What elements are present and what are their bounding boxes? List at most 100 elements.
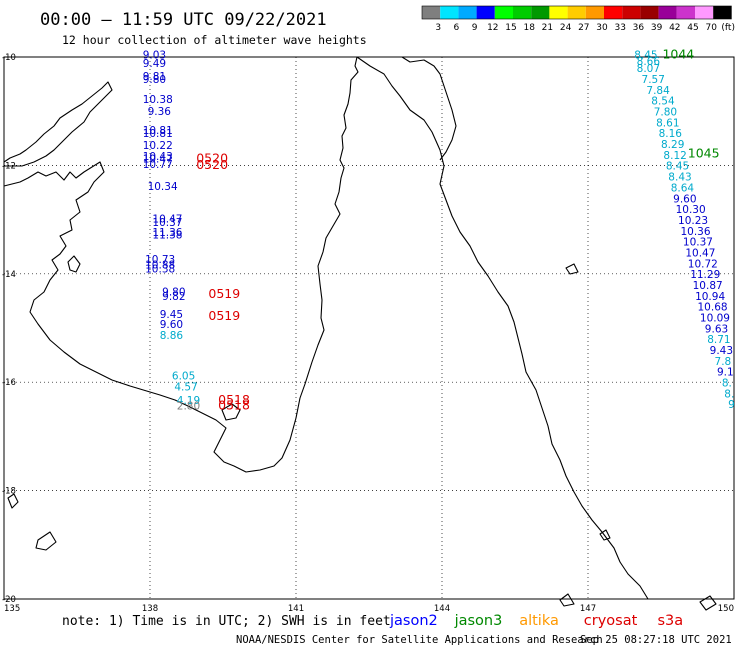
- wave-height-color-scale: 3 6 9 12 15 18 21 24 27 30 33 36 39 42 45 70 (ft): [421, 5, 735, 33]
- wave-height-value: 8.12: [663, 150, 686, 162]
- legend-s3a: s3a: [658, 613, 684, 629]
- legend-jason3: jason3: [454, 613, 503, 629]
- wave-height-value: 8.45: [634, 50, 657, 62]
- wave-height-value: 9.1: [717, 367, 734, 379]
- color-swatch: [531, 6, 550, 19]
- wave-height-value: 8.16: [659, 128, 683, 140]
- wave-height-value: 10.34: [148, 181, 178, 193]
- color-swatch: [658, 6, 677, 19]
- wave-height-labels: 9.039.499.819.8010.389.3610.8110.8110.22…: [143, 50, 735, 413]
- island-6: [699, 595, 717, 611]
- wave-height-value: 10.38: [145, 264, 175, 276]
- wave-height-value: 9.03: [143, 50, 166, 62]
- color-swatch: [549, 6, 568, 19]
- color-scale-label: 36: [633, 23, 645, 33]
- wave-height-value: 8.64: [671, 182, 695, 194]
- island-3: [559, 593, 575, 607]
- color-swatch: [476, 6, 495, 19]
- wave-height-value: 2.80: [177, 400, 200, 412]
- wave-height-value: 7.80: [654, 107, 677, 119]
- longitude-label: 147: [580, 604, 596, 614]
- wave-height-value: 9.60: [160, 319, 183, 331]
- wave-height-value: 9.60: [673, 193, 696, 205]
- latitude-label: -14: [2, 270, 16, 280]
- color-scale-label: 42: [669, 23, 680, 33]
- page-title: 00:00 – 11:59 UTC 09/22/2021: [40, 10, 327, 30]
- pass-time-label: 0519: [208, 308, 240, 323]
- color-scale-label: 70: [705, 23, 717, 33]
- wave-height-value: 10.88: [145, 259, 175, 271]
- legend-cryosat: cryosat: [584, 613, 638, 629]
- wave-height-value: 10.81: [143, 128, 173, 140]
- color-scale-label: 21: [542, 23, 553, 33]
- wave-height-value: 10.68: [698, 302, 728, 314]
- wave-height-value: 8.45: [666, 161, 689, 173]
- wave-height-value: 9.43: [710, 345, 733, 357]
- wave-height-value: 10.47: [685, 247, 715, 259]
- wave-height-value: 10.36: [680, 226, 710, 238]
- wave-height-value: 9.63: [705, 323, 728, 335]
- wave-height-value: 6.05: [172, 370, 195, 382]
- wave-height-value: 11.38: [152, 230, 182, 242]
- wave-height-value: 7.57: [642, 74, 665, 86]
- color-swatch: [513, 6, 532, 19]
- wave-height-value: 8.43: [668, 172, 691, 184]
- color-swatch: [494, 6, 513, 19]
- color-scale-label: 45: [687, 23, 698, 33]
- satellite-legend: jason2 jason3 altika cryosat s3a: [389, 613, 683, 629]
- cape-york-coastline: [3, 56, 359, 473]
- longitude-label: 138: [142, 604, 158, 614]
- wave-height-value: 9.80: [143, 74, 166, 86]
- latitude-label: -18: [2, 487, 16, 497]
- wave-height-value: 10.72: [688, 258, 718, 270]
- wave-height-value: 4.57: [174, 381, 197, 393]
- color-swatch: [695, 6, 714, 19]
- footer-timestamp: Sep 25 08:27:18 UTC 2021: [580, 634, 732, 646]
- east-coast-coastline: [356, 56, 649, 600]
- wellesley-islands-coastline: [221, 403, 241, 421]
- wave-height-value: 10.77: [143, 159, 173, 171]
- wave-height-value: 11.36: [152, 227, 182, 239]
- wave-height-value: 10.23: [678, 215, 708, 227]
- pass-time-label: 1044: [662, 47, 694, 62]
- footer-credit: NOAA/NESDIS Center for Satellite Applica…: [236, 634, 603, 646]
- color-swatch: [422, 6, 441, 19]
- pass-time-label: 0520: [196, 157, 228, 172]
- latitude-label: -10: [2, 53, 16, 63]
- island-2: [599, 529, 611, 541]
- pass-time-label: 0518: [218, 397, 250, 412]
- map-frame: [3, 56, 735, 600]
- color-swatch: [604, 6, 623, 19]
- wave-height-value: 9.49: [143, 58, 166, 70]
- png-coastline: [401, 56, 457, 161]
- wave-height-value: 7.84: [646, 85, 670, 97]
- color-scale-label: 3: [435, 23, 441, 33]
- pass-time-label: 0518: [218, 392, 250, 407]
- wave-height-value: 10.37: [683, 237, 713, 249]
- wave-height-value: 10.81: [143, 125, 173, 137]
- color-scale-label: 30: [596, 23, 608, 33]
- color-scale-label: 15: [505, 23, 516, 33]
- wave-height-value: 10.38: [143, 94, 173, 106]
- wave-height-value: 8.29: [661, 139, 684, 151]
- wave-height-value: 9.36: [148, 106, 172, 118]
- wave-height-value: 9.82: [162, 291, 185, 303]
- wave-height-value: 9.45: [160, 309, 183, 321]
- color-swatch: [585, 6, 604, 19]
- wave-height-value: 8.: [724, 388, 734, 400]
- wave-height-value: 8.86: [160, 330, 184, 342]
- longitude-label: 144: [434, 604, 450, 614]
- wave-height-value: 8.54: [651, 96, 675, 108]
- wave-height-value: 10.47: [143, 154, 173, 166]
- longitude-label: 135: [4, 604, 20, 614]
- wave-height-value: 8.61: [656, 117, 679, 129]
- longitude-label: 141: [288, 604, 304, 614]
- pass-time-label: 1045: [688, 145, 720, 160]
- color-scale-label: 27: [578, 23, 589, 33]
- wave-height-value: 10.37: [152, 217, 182, 229]
- wave-height-value: 9.80: [162, 286, 185, 298]
- wave-height-value: 8.07: [637, 63, 660, 75]
